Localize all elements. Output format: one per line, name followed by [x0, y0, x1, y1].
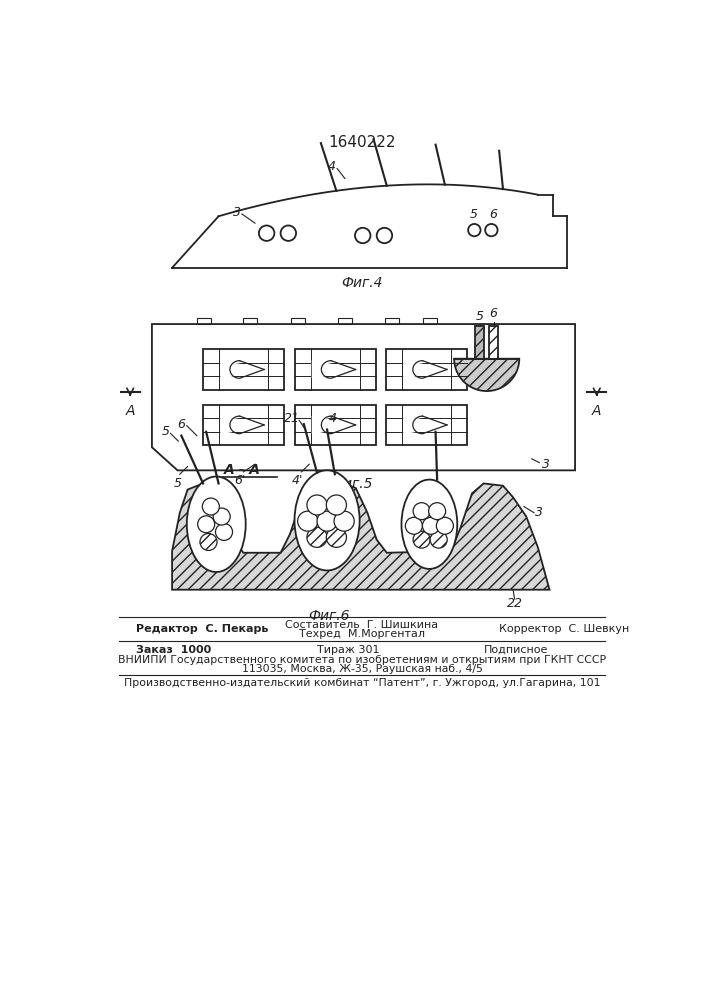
Circle shape	[413, 503, 430, 520]
Bar	[243, 318, 257, 324]
Text: Подписное: Подписное	[484, 645, 548, 655]
Circle shape	[334, 511, 354, 531]
Circle shape	[428, 503, 445, 520]
Circle shape	[200, 533, 217, 550]
Text: A: A	[125, 404, 135, 418]
Polygon shape	[172, 483, 549, 590]
Bar	[203, 349, 284, 389]
Polygon shape	[454, 359, 519, 391]
Ellipse shape	[295, 470, 360, 570]
Circle shape	[281, 225, 296, 241]
Circle shape	[213, 508, 230, 525]
Text: A - A: A - A	[224, 463, 261, 477]
Text: Заказ  1000: Заказ 1000	[136, 645, 211, 655]
Text: 3: 3	[233, 206, 241, 219]
Circle shape	[327, 495, 346, 515]
Bar	[295, 349, 376, 389]
Bar	[386, 349, 467, 389]
Text: 3: 3	[542, 458, 549, 471]
Text: ВНИИПИ Государственного комитета по изобретениям и открытиям при ГКНТ СССР: ВНИИПИ Государственного комитета по изоб…	[118, 655, 606, 665]
Circle shape	[405, 517, 422, 534]
Circle shape	[216, 523, 233, 540]
Polygon shape	[404, 416, 447, 434]
Text: 6: 6	[177, 418, 185, 431]
Circle shape	[327, 527, 346, 547]
Circle shape	[377, 228, 392, 243]
Circle shape	[355, 228, 370, 243]
Bar	[489, 326, 498, 359]
Text: 6': 6'	[234, 474, 245, 487]
Text: 5: 5	[469, 208, 477, 221]
Text: 1640222: 1640222	[328, 135, 396, 150]
Text: Редактор  С. Пекарь: Редактор С. Пекарь	[136, 624, 269, 634]
Circle shape	[298, 511, 317, 531]
Polygon shape	[404, 361, 447, 378]
Circle shape	[436, 517, 453, 534]
Bar	[197, 318, 211, 324]
Circle shape	[317, 511, 337, 531]
Text: Техред  М.Моргентал: Техред М.Моргентал	[299, 629, 425, 639]
Bar	[423, 318, 437, 324]
Circle shape	[485, 224, 498, 236]
Text: 21: 21	[284, 412, 300, 425]
Text: Фиг.5: Фиг.5	[331, 477, 373, 491]
Circle shape	[413, 531, 430, 548]
Text: 4: 4	[329, 412, 337, 425]
Text: 6: 6	[489, 208, 497, 221]
Bar	[291, 318, 305, 324]
Circle shape	[202, 498, 219, 515]
Bar	[386, 405, 467, 445]
Text: Производственно-издательский комбинат “Патент”, г. Ужгород, ул.Гагарина, 101: Производственно-издательский комбинат “П…	[124, 678, 600, 688]
Circle shape	[198, 516, 215, 533]
Bar	[338, 318, 352, 324]
Polygon shape	[152, 324, 575, 470]
Text: 4': 4'	[292, 474, 303, 487]
Polygon shape	[221, 361, 264, 378]
Bar	[203, 405, 284, 445]
Circle shape	[307, 495, 327, 515]
Circle shape	[422, 517, 440, 534]
Ellipse shape	[187, 477, 246, 572]
Text: 22: 22	[507, 597, 522, 610]
Circle shape	[430, 531, 448, 548]
Text: Тираж 301: Тираж 301	[317, 645, 380, 655]
Text: Составитель  Г. Шишкина: Составитель Г. Шишкина	[286, 620, 438, 630]
Bar	[475, 326, 484, 359]
Polygon shape	[312, 416, 356, 434]
Text: 5: 5	[476, 310, 484, 323]
Text: 5: 5	[162, 425, 170, 438]
Bar	[295, 405, 376, 445]
Text: 5: 5	[173, 477, 182, 490]
Text: 4: 4	[328, 160, 336, 173]
Text: Корректор  С. Шевкун: Корректор С. Шевкун	[499, 624, 629, 634]
Polygon shape	[312, 361, 356, 378]
Ellipse shape	[402, 480, 457, 569]
Circle shape	[259, 225, 274, 241]
Circle shape	[307, 527, 327, 547]
Text: A: A	[592, 404, 602, 418]
Text: 3: 3	[535, 506, 544, 519]
Text: 113035, Москва, Ж-35, Раушская наб., 4/5: 113035, Москва, Ж-35, Раушская наб., 4/5	[242, 664, 482, 674]
Bar	[385, 318, 399, 324]
Text: 6: 6	[490, 307, 498, 320]
Polygon shape	[221, 416, 264, 434]
Circle shape	[468, 224, 481, 236]
Text: Фиг.4: Фиг.4	[341, 276, 382, 290]
Text: Фиг.6: Фиг.6	[308, 609, 349, 623]
